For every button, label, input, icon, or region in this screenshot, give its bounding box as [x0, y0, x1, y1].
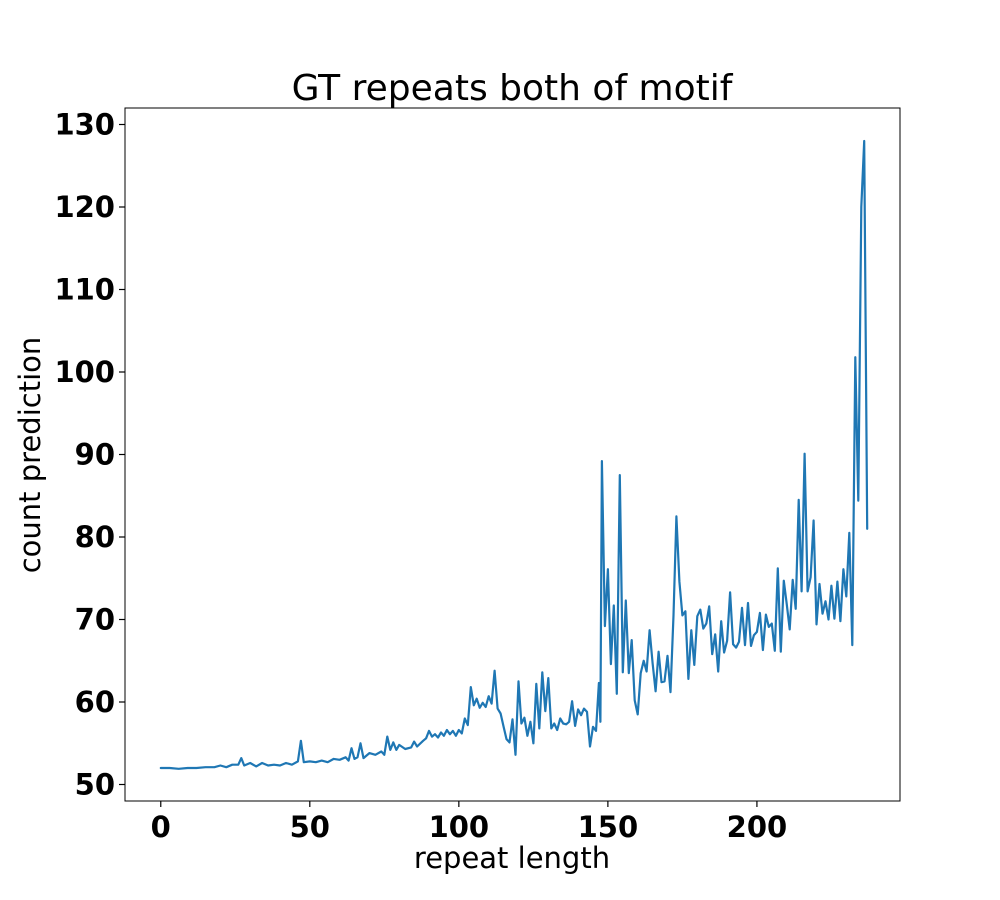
plot-frame	[124, 107, 901, 802]
y-axis-label: count prediction	[13, 337, 47, 574]
y-tick-label: 70	[75, 603, 115, 637]
x-axis-label: repeat length	[414, 841, 610, 875]
chart-title: GT repeats both of motif	[292, 68, 734, 109]
x-tick-label: 200	[727, 810, 788, 844]
x-tick-label: 100	[429, 810, 490, 844]
series-line-0	[159, 139, 869, 770]
y-tick-label: 80	[75, 520, 115, 554]
y-tick-label: 60	[75, 685, 115, 719]
y-tick-label: 50	[75, 768, 115, 802]
plot-area	[159, 139, 869, 770]
y-tick-label: 120	[54, 190, 115, 224]
y-tick-label: 100	[54, 355, 115, 389]
x-tick-label: 150	[578, 810, 639, 844]
y-tick-label: 90	[75, 438, 115, 472]
y-tick-label: 130	[54, 108, 115, 142]
y-axis: 50 60 70 80 90 100 110 120 130	[54, 108, 125, 802]
x-tick-label: 50	[290, 810, 330, 844]
x-axis: 0 50 100 150 200	[151, 801, 788, 844]
x-tick-label: 0	[151, 810, 171, 844]
y-tick-label: 110	[54, 273, 115, 307]
